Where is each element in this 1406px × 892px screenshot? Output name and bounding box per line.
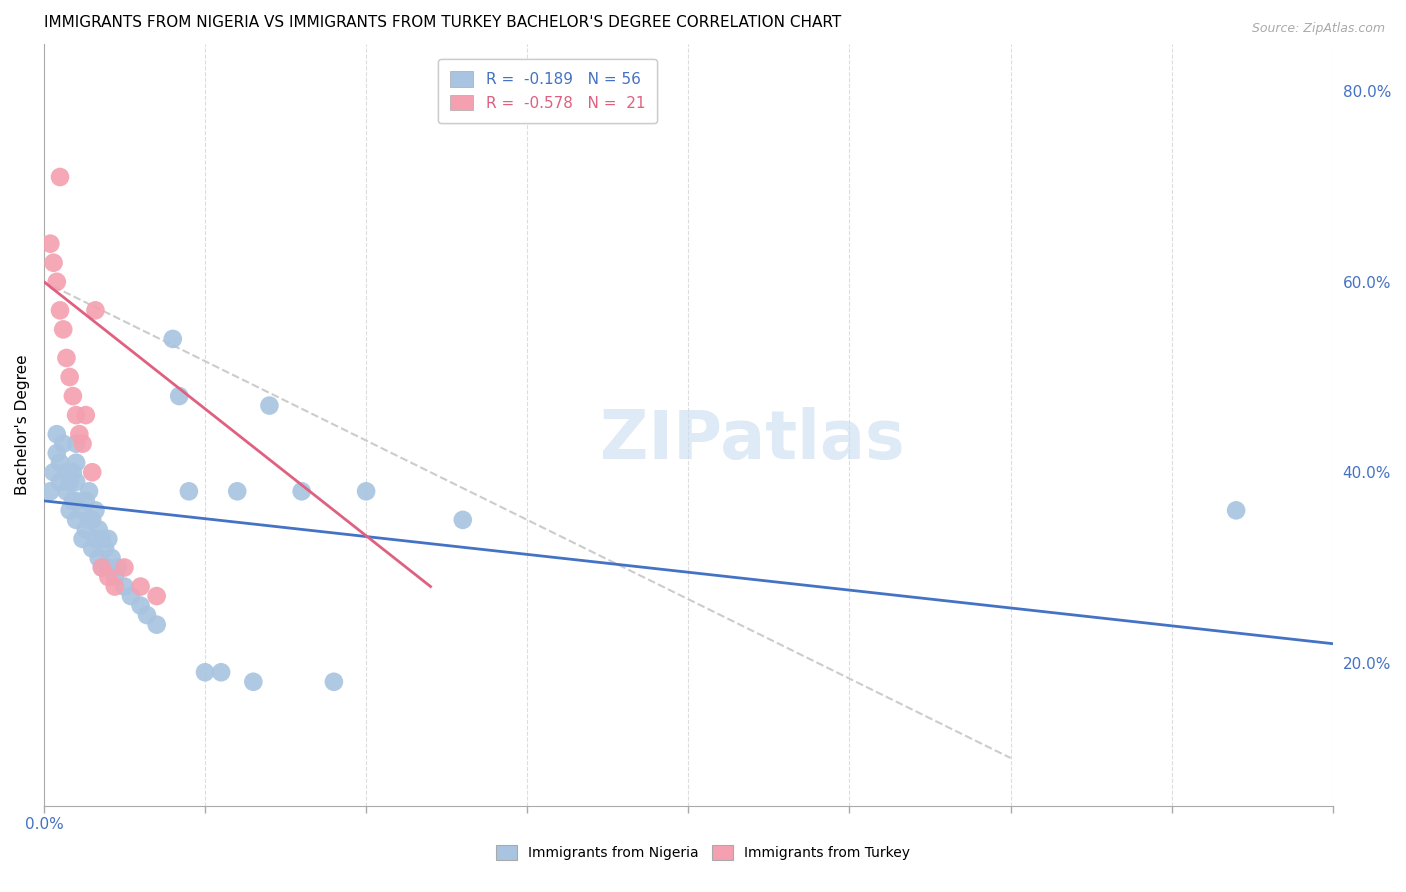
Point: [145, 589, 167, 603]
Point: [67, 427, 90, 442]
Point: [97, 570, 120, 584]
Point: [84, 532, 107, 546]
Point: [72, 436, 94, 450]
Point: [75, 493, 97, 508]
Point: [65, 493, 87, 508]
Point: [55, 351, 77, 365]
Point: [97, 532, 120, 546]
Point: [77, 484, 100, 499]
Point: [62, 493, 84, 508]
Point: [167, 389, 190, 403]
Point: [209, 665, 232, 680]
Text: Source: ZipAtlas.com: Source: ZipAtlas.com: [1251, 22, 1385, 36]
Text: IMMIGRANTS FROM NIGERIA VS IMMIGRANTS FROM TURKEY BACHELOR'S DEGREE CORRELATION : IMMIGRANTS FROM NIGERIA VS IMMIGRANTS FR…: [44, 15, 841, 30]
Legend: Immigrants from Nigeria, Immigrants from Turkey: Immigrants from Nigeria, Immigrants from…: [489, 838, 917, 867]
Point: [226, 484, 249, 499]
Point: [120, 589, 142, 603]
Point: [65, 408, 87, 422]
Point: [49, 456, 72, 470]
Point: [129, 580, 152, 594]
Point: [75, 408, 97, 422]
Point: [55, 484, 77, 499]
Point: [97, 560, 120, 574]
Point: [42, 256, 65, 270]
Point: [75, 522, 97, 536]
Point: [177, 484, 200, 499]
Point: [84, 303, 107, 318]
Point: [107, 560, 129, 574]
Point: [104, 570, 127, 584]
Point: [104, 580, 127, 594]
Point: [82, 513, 104, 527]
Point: [42, 465, 65, 479]
Point: [322, 674, 344, 689]
Point: [52, 436, 75, 450]
Point: [65, 475, 87, 489]
Point: [65, 513, 87, 527]
Point: [77, 513, 100, 527]
Point: [62, 465, 84, 479]
Point: [259, 399, 281, 413]
Legend: R =  -0.189   N = 56, R =  -0.578   N =  21: R = -0.189 N = 56, R = -0.578 N = 21: [439, 59, 657, 123]
Text: ZIPatlas: ZIPatlas: [600, 407, 905, 473]
Point: [45, 275, 67, 289]
Point: [114, 560, 136, 574]
Point: [55, 465, 77, 479]
Point: [65, 456, 87, 470]
Point: [49, 303, 72, 318]
Point: [39, 484, 62, 499]
Point: [145, 617, 167, 632]
Point: [84, 503, 107, 517]
Point: [129, 599, 152, 613]
Point: [162, 332, 184, 346]
Point: [87, 522, 110, 536]
Point: [49, 169, 72, 184]
Point: [136, 608, 159, 623]
Point: [45, 427, 67, 442]
Point: [65, 436, 87, 450]
Point: [451, 513, 474, 527]
Point: [72, 532, 94, 546]
Point: [114, 580, 136, 594]
Point: [100, 551, 122, 566]
Point: [90, 532, 112, 546]
Point: [45, 446, 67, 460]
Y-axis label: Bachelor's Degree: Bachelor's Degree: [15, 354, 30, 495]
Point: [194, 665, 217, 680]
Point: [291, 484, 314, 499]
Point: [87, 551, 110, 566]
Point: [94, 541, 117, 556]
Point: [52, 322, 75, 336]
Point: [39, 236, 62, 251]
Point: [59, 475, 82, 489]
Point: [90, 560, 112, 574]
Point: [90, 560, 112, 574]
Point: [354, 484, 377, 499]
Point: [242, 674, 264, 689]
Point: [62, 389, 84, 403]
Point: [49, 475, 72, 489]
Point: [59, 370, 82, 384]
Point: [82, 465, 104, 479]
Point: [1225, 503, 1247, 517]
Point: [72, 503, 94, 517]
Point: [59, 503, 82, 517]
Point: [82, 541, 104, 556]
